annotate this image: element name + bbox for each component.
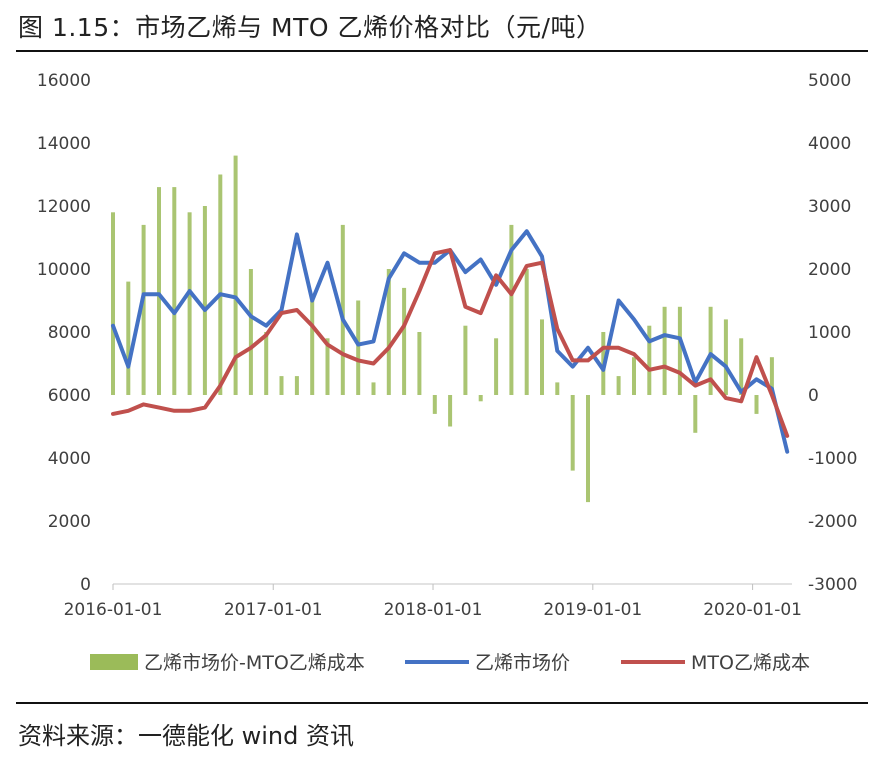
spread-bar: [157, 187, 161, 395]
legend-swatch-spread: [90, 654, 138, 670]
spread-bar: [248, 269, 253, 395]
source-note: 资料来源：一德能化 wind 资讯: [18, 722, 354, 750]
spread-bar: [294, 376, 299, 395]
y-left-tick-label: 8000: [48, 323, 91, 343]
spread-bar: [723, 319, 728, 395]
spread-bar: [769, 357, 774, 395]
y-left-tick-label: 0: [80, 575, 91, 595]
spread-bar: [233, 155, 238, 395]
spread-bar: [662, 306, 667, 395]
y-left-tick-label: 4000: [48, 449, 91, 469]
spread-bar: [524, 269, 529, 395]
mto-cost-line: [111, 248, 790, 438]
spread-bar: [141, 224, 146, 395]
x-tick-label: 2020-01-01: [703, 600, 802, 620]
legend-label: 乙烯市场价-MTO乙烯成本: [144, 652, 365, 674]
figure-title: 图 1.15：市场乙烯与 MTO 乙烯价格对比（元/吨）: [18, 13, 602, 42]
source-divider: [16, 702, 868, 704]
spread-bar: [509, 224, 514, 395]
legend-label: MTO乙烯成本: [691, 652, 810, 674]
x-tick-label: 2017-01-01: [224, 600, 323, 620]
spread-bar: [402, 287, 407, 395]
spread-bar: [310, 300, 315, 395]
spread-bar: [632, 357, 636, 395]
y-right-tick-label: 0: [808, 386, 819, 406]
y-right-tick-label: -3000: [808, 575, 857, 595]
spread-bar: [677, 306, 682, 395]
y-left-tick-label: 14000: [37, 134, 91, 154]
spread-bar: [616, 376, 621, 395]
spread-bar: [187, 212, 192, 395]
spread-bar: [371, 382, 376, 395]
y-right-tick-label: 3000: [808, 197, 851, 217]
spread-bar: [386, 269, 391, 395]
y-left-tick-label: 2000: [48, 512, 91, 532]
spread-bar: [555, 382, 560, 395]
legend-label: 乙烯市场价: [475, 652, 570, 674]
y-right-tick-label: 4000: [808, 134, 851, 154]
spread-bar: [356, 300, 361, 395]
spread-bar: [693, 395, 698, 433]
x-tick-label: 2016-01-01: [64, 600, 163, 620]
y-left-tick-label: 16000: [37, 71, 91, 91]
y-right-tick-label: -1000: [808, 449, 857, 469]
x-tick-label: 2018-01-01: [384, 600, 483, 620]
spread-bar: [739, 338, 744, 395]
spread-bar: [279, 376, 284, 395]
x-tick-label: 2019-01-01: [543, 600, 642, 620]
spread-bar: [570, 395, 575, 471]
y-left-tick-label: 12000: [37, 197, 91, 217]
spread-bar: [540, 319, 544, 395]
spread-bar: [417, 332, 422, 395]
spread-bar: [340, 224, 345, 395]
spread-bar: [218, 174, 223, 395]
spread-bar: [448, 395, 453, 427]
y-left-tick-label: 6000: [48, 386, 91, 406]
spread-bar: [754, 395, 759, 414]
y-right-tick-label: 2000: [808, 260, 851, 280]
spread-bar: [111, 212, 115, 395]
spread-bar: [126, 281, 131, 395]
spread-bar: [708, 306, 713, 395]
y-right-tick-label: 5000: [808, 71, 851, 91]
spread-bar: [478, 395, 483, 402]
spread-bar: [494, 338, 499, 395]
y-right-tick-label: -2000: [808, 512, 857, 532]
spread-bar: [264, 332, 269, 395]
spread-bar: [325, 338, 330, 395]
spread-bar: [586, 395, 590, 503]
line-bar-chart: 2016-01-01 2017-01-01 2018-01-01 2019-01-01…: [37, 71, 858, 674]
spread-bar: [432, 395, 437, 414]
y-left-tick-label: 10000: [37, 260, 91, 280]
spread-bar: [172, 187, 177, 395]
spread-bar: [463, 325, 468, 395]
spread-bar: [202, 206, 207, 395]
spread-bar: [647, 325, 652, 395]
title-divider: [16, 50, 868, 52]
y-right-tick-label: 1000: [808, 323, 851, 343]
